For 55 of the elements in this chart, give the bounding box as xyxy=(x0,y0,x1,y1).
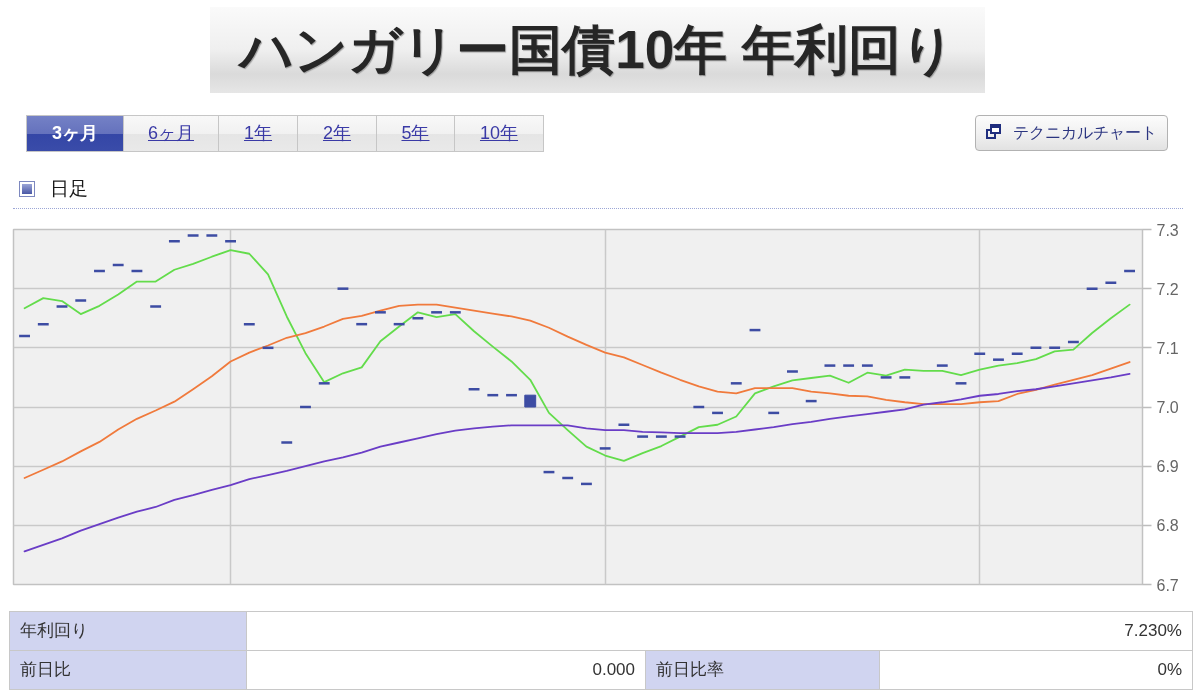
line-series xyxy=(23,249,1131,462)
candlestick xyxy=(898,376,912,379)
candlestick xyxy=(860,364,875,367)
candlestick xyxy=(336,287,350,290)
candlestick xyxy=(823,364,837,367)
tab-label: 10年 xyxy=(480,121,518,145)
candlestick xyxy=(635,435,650,438)
candlestick xyxy=(74,299,88,302)
subtitle: 日足 xyxy=(50,177,88,201)
candlestick xyxy=(317,382,331,385)
y-tick-label: 7.0 xyxy=(1156,399,1179,416)
y-tick-label: 6.8 xyxy=(1156,517,1179,535)
candlestick xyxy=(373,311,388,314)
y-tick-label: 7.3 xyxy=(1156,221,1179,239)
table-label: 前日比 xyxy=(9,650,247,690)
table-value: 7.230% xyxy=(246,611,1193,652)
y-tick-label: 7.1 xyxy=(1156,339,1179,357)
table-value: 0% xyxy=(879,650,1193,690)
candlestick xyxy=(524,394,537,408)
button-label: テクニカルチャート xyxy=(1013,123,1157,143)
candlestick xyxy=(411,317,425,320)
table-value: 0.000 xyxy=(246,650,646,690)
candlestick xyxy=(673,435,687,438)
candlestick xyxy=(729,382,743,385)
candlestick xyxy=(991,358,1006,361)
candlestick xyxy=(598,447,612,450)
candlestick xyxy=(148,305,163,308)
line-series xyxy=(23,372,1131,553)
candlestick xyxy=(1085,287,1099,290)
candlestick xyxy=(954,382,968,385)
tab-label: 5年 xyxy=(401,121,430,145)
candlestick xyxy=(935,364,949,367)
y-tick-label: 6.9 xyxy=(1156,458,1179,476)
candlestick xyxy=(448,311,462,314)
candlestick xyxy=(429,311,444,314)
candlestick xyxy=(55,305,69,308)
table-label: 年利回り xyxy=(9,611,247,652)
candlestick xyxy=(467,388,481,391)
candlestick xyxy=(223,240,238,243)
candlestick xyxy=(654,435,669,438)
candlestick xyxy=(205,234,219,237)
candlestick xyxy=(879,376,893,379)
y-tick-label: 6.7 xyxy=(1156,576,1179,594)
tab-label: 2年 xyxy=(323,121,351,145)
candlestick xyxy=(785,370,800,373)
y-tick-label: 7.2 xyxy=(1156,280,1179,298)
tab-label: 3ヶ月 xyxy=(52,121,98,145)
tab-label: 1年 xyxy=(244,121,272,145)
candlestick xyxy=(167,240,182,243)
candlestick xyxy=(280,441,294,444)
table-label: 前日比率 xyxy=(645,650,880,690)
candlestick xyxy=(186,234,200,237)
candlestick xyxy=(841,364,856,367)
tab-label: 6ヶ月 xyxy=(148,121,194,145)
line-series xyxy=(23,303,1131,479)
